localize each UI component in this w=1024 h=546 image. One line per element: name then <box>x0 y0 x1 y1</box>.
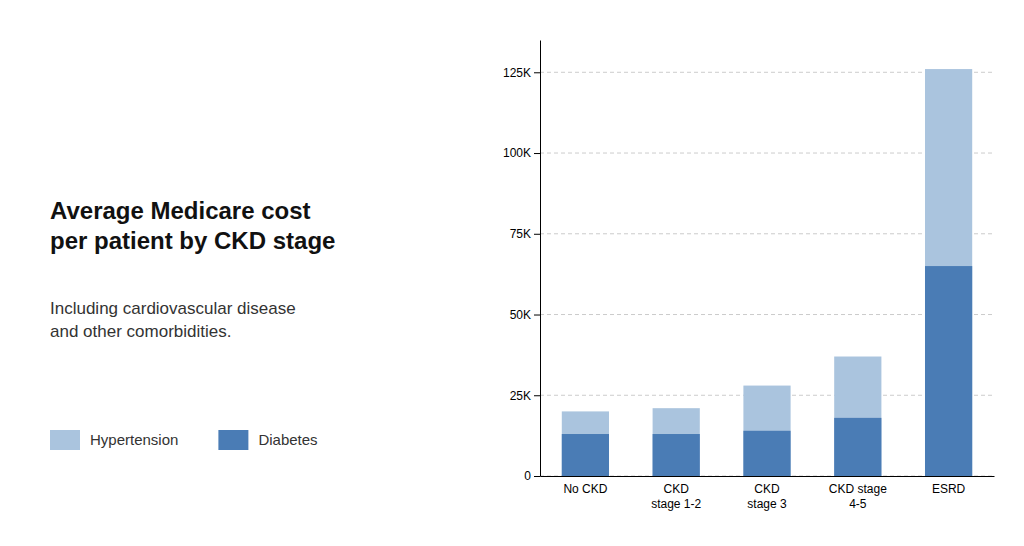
text-line: 4-5 <box>849 497 867 511</box>
bar <box>834 418 881 476</box>
tick-mark <box>534 476 540 477</box>
text-line: stage 1-2 <box>651 497 701 511</box>
tick-label: 100K <box>503 146 531 160</box>
tick: CKDstage 3 <box>747 476 787 511</box>
bar <box>743 386 790 476</box>
tick-label: CKD stage4-5 <box>829 482 887 512</box>
tick: 100K <box>503 146 540 160</box>
tick-label: No CKD <box>563 482 607 496</box>
tick: 25K <box>510 389 540 403</box>
tick-label: CKDstage 3 <box>747 482 787 512</box>
tick-mark <box>534 72 540 73</box>
series <box>562 69 972 476</box>
bar <box>743 431 790 476</box>
tick: 0 <box>524 469 540 483</box>
plot: 025K50K75K100K125KNo CKDCKDstage 1-2CKDs… <box>503 41 995 512</box>
tick: 50K <box>510 308 540 322</box>
legend-label: Diabetes <box>258 431 317 448</box>
title: Average Medicare cost per patient by CKD … <box>50 197 335 254</box>
legend-swatch <box>218 430 248 450</box>
text-line: per patient by CKD stage <box>50 227 335 254</box>
text-line: Average Medicare cost <box>50 197 311 224</box>
tick-label: 75K <box>510 227 531 241</box>
text-panel: Average Medicare cost per patient by CKD … <box>50 197 335 450</box>
bar <box>653 408 700 476</box>
tick-label: CKDstage 1-2 <box>651 482 701 512</box>
legend-label: Hypertension <box>90 431 178 448</box>
legend-item: Diabetes <box>218 430 317 450</box>
tick-mark <box>534 395 540 396</box>
tick-label: 25K <box>510 389 531 403</box>
chart: Average Medicare cost per patient by CKD … <box>0 0 1024 546</box>
text-line: Including cardiovascular disease <box>50 299 296 318</box>
legend: Hypertension Diabetes <box>50 430 318 450</box>
axis-line <box>541 476 995 477</box>
text-line: CKD <box>754 482 780 496</box>
text-line: stage 3 <box>747 497 787 511</box>
tick: CKDstage 1-2 <box>651 476 701 511</box>
subtitle: Including cardiovascular disease and othe… <box>50 299 296 342</box>
bar <box>834 357 881 476</box>
tick: 125K <box>503 66 540 80</box>
text-line: CKD stage <box>829 482 887 496</box>
text-line: and other comorbidities. <box>50 322 231 341</box>
tick: ESRD <box>932 476 966 496</box>
tick-label: 125K <box>503 66 531 80</box>
y-axis: 0 25K 50K 75K 100K 125K <box>503 41 541 484</box>
bar <box>653 434 700 476</box>
legend-swatch <box>50 430 80 450</box>
text-line: ESRD <box>932 482 966 496</box>
series <box>562 266 972 476</box>
bar <box>925 266 972 476</box>
axis-line <box>540 41 541 477</box>
tick-mark <box>534 315 540 316</box>
tick-mark <box>534 234 540 235</box>
tick-mark <box>534 153 540 154</box>
tick: CKD stage4-5 <box>829 476 887 511</box>
x-axis: No CKDCKDstage 1-2CKDstage 3CKD stage4-5… <box>541 476 995 511</box>
tick-label: 50K <box>510 308 531 322</box>
text-line: No CKD <box>563 482 607 496</box>
tick-label: ESRD <box>932 482 966 496</box>
tick: No CKD <box>563 476 607 496</box>
bar <box>925 69 972 476</box>
text-line: CKD <box>664 482 690 496</box>
bar <box>562 411 609 476</box>
tick-label: 0 <box>524 469 531 483</box>
tick: 75K <box>510 227 540 241</box>
bar <box>562 434 609 476</box>
bars <box>562 69 972 476</box>
legend-item: Hypertension <box>50 430 178 450</box>
